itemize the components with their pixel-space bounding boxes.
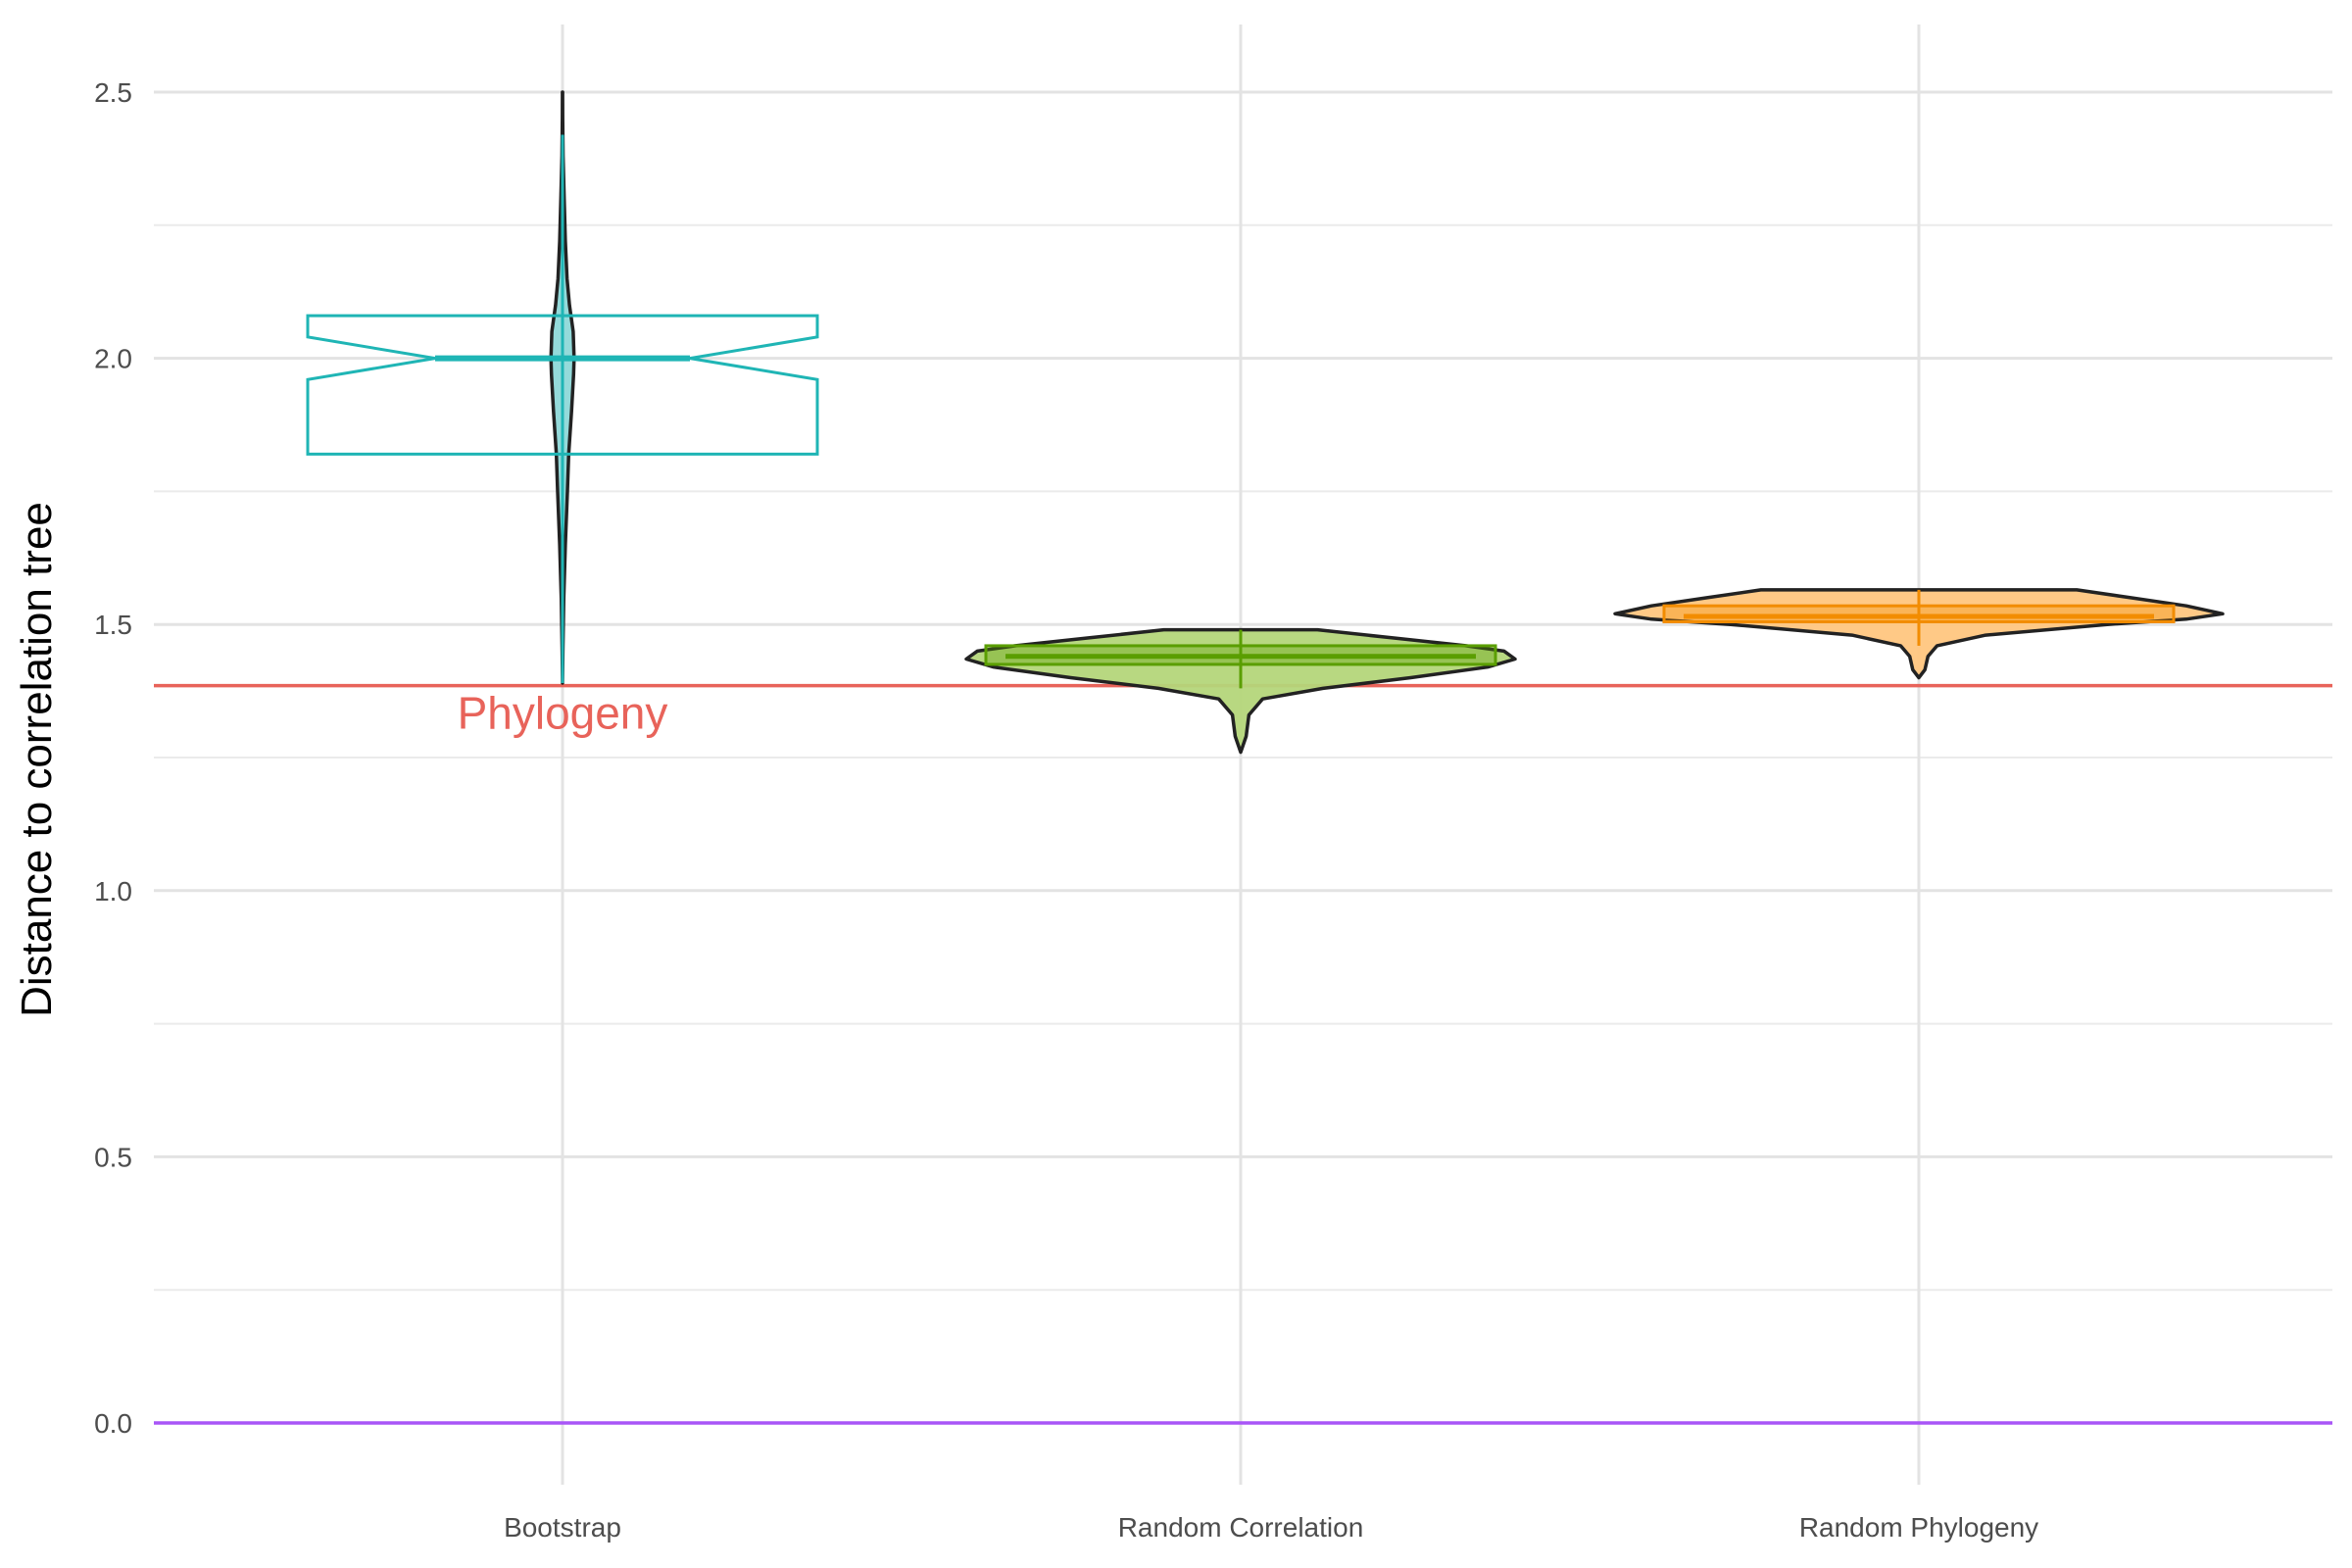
box-random-phylogeny — [1662, 604, 2176, 623]
x-tick-label: Random Phylogeny — [1799, 1512, 2038, 1543]
y-tick-label: 1.0 — [94, 876, 132, 906]
minor-gridlines — [154, 223, 2332, 1292]
y-tick-label: 1.5 — [94, 610, 132, 640]
reference-line-label: Phylogeny — [458, 688, 668, 739]
y-tick-label: 2.0 — [94, 344, 132, 374]
y-axis-tick-labels: 0.0 0.5 1.0 1.5 2.0 2.5 — [94, 77, 132, 1439]
y-axis-title: Distance to correlation tree — [13, 502, 61, 1017]
y-tick-label: 2.5 — [94, 77, 132, 108]
x-tick-label: Random Correlation — [1118, 1512, 1364, 1543]
violin-random-correlation — [964, 627, 1517, 755]
boxplots — [306, 134, 2176, 689]
y-tick-label: 0.5 — [94, 1142, 132, 1172]
x-axis-tick-labels: Bootstrap Random Correlation Random Phylog… — [504, 1512, 2038, 1543]
box-bootstrap — [306, 314, 819, 456]
x-tick-label: Bootstrap — [504, 1512, 621, 1543]
reference-lines: Phylogeny — [154, 683, 2332, 1425]
y-tick-label: 0.0 — [94, 1408, 132, 1439]
major-gridlines — [154, 24, 2332, 1485]
